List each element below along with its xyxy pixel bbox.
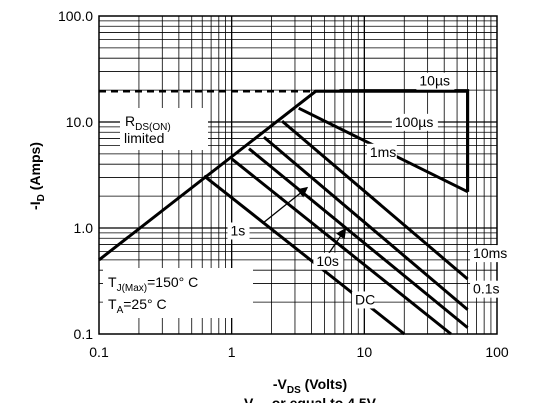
curve-label-1ms: 1ms (370, 144, 396, 160)
curve-labels: 10µs 100µs 1ms 10ms 0.1s 1s 10s DC (227, 72, 509, 309)
condition-tj: TJ(Max)=150° C (108, 274, 198, 294)
curve-label-1s: 1s (231, 222, 246, 238)
annotation-arrow-0 (261, 186, 309, 225)
x-axis-note: VGS or equal to 4.5V (244, 395, 377, 403)
x-axis-label: -VDS (Volts) (273, 376, 347, 396)
rdson-label: RDS(ON) (125, 113, 171, 133)
x-tick-label: 1 (228, 344, 236, 360)
curve-label-bg (470, 280, 509, 298)
curve-label-bg (313, 252, 344, 270)
curve-label-bg (227, 222, 250, 240)
curve-10ms (281, 119, 469, 281)
x-tick-label: 100 (485, 344, 509, 360)
y-axis-label: -ID (Amps) (27, 142, 47, 210)
curve-label-dc: DC (355, 291, 375, 307)
rdson-limited-label: limited (124, 130, 164, 146)
curve-01s (262, 135, 469, 311)
curve-label-100s: 100µs (395, 114, 433, 130)
y-tick-label: 100.0 (58, 8, 93, 24)
curve-label-bg (416, 72, 455, 90)
y-tick-label: 10.0 (66, 114, 93, 130)
curve-label-10s: 10s (316, 253, 339, 269)
curve-label-bg (470, 245, 509, 263)
x-tick-label: 10 (357, 344, 373, 360)
x-tick-label: 0.1 (89, 344, 109, 360)
curve-label-10s: 10µs (419, 73, 450, 89)
curve-label-10ms: 10ms (473, 245, 507, 261)
curve-label-bg (351, 291, 374, 309)
condition-ta: TA=25° C (108, 296, 167, 316)
curve-1s (248, 147, 469, 329)
curve-100s (339, 89, 470, 192)
y-tick-label: 0.1 (74, 326, 94, 342)
conditions-bg (103, 268, 253, 318)
rdson-label-bg (120, 108, 208, 150)
tick-labels: 0.1 1 10 100 0.1 1.0 10.0 100.0 (58, 8, 509, 360)
curve-label-bg (391, 113, 438, 131)
curve-label-bg (366, 143, 397, 161)
y-tick-label: 1.0 (74, 220, 94, 236)
curve-10s (230, 157, 452, 336)
plot-frame (98, 15, 498, 335)
curve-label-01s: 0.1s (473, 281, 499, 297)
